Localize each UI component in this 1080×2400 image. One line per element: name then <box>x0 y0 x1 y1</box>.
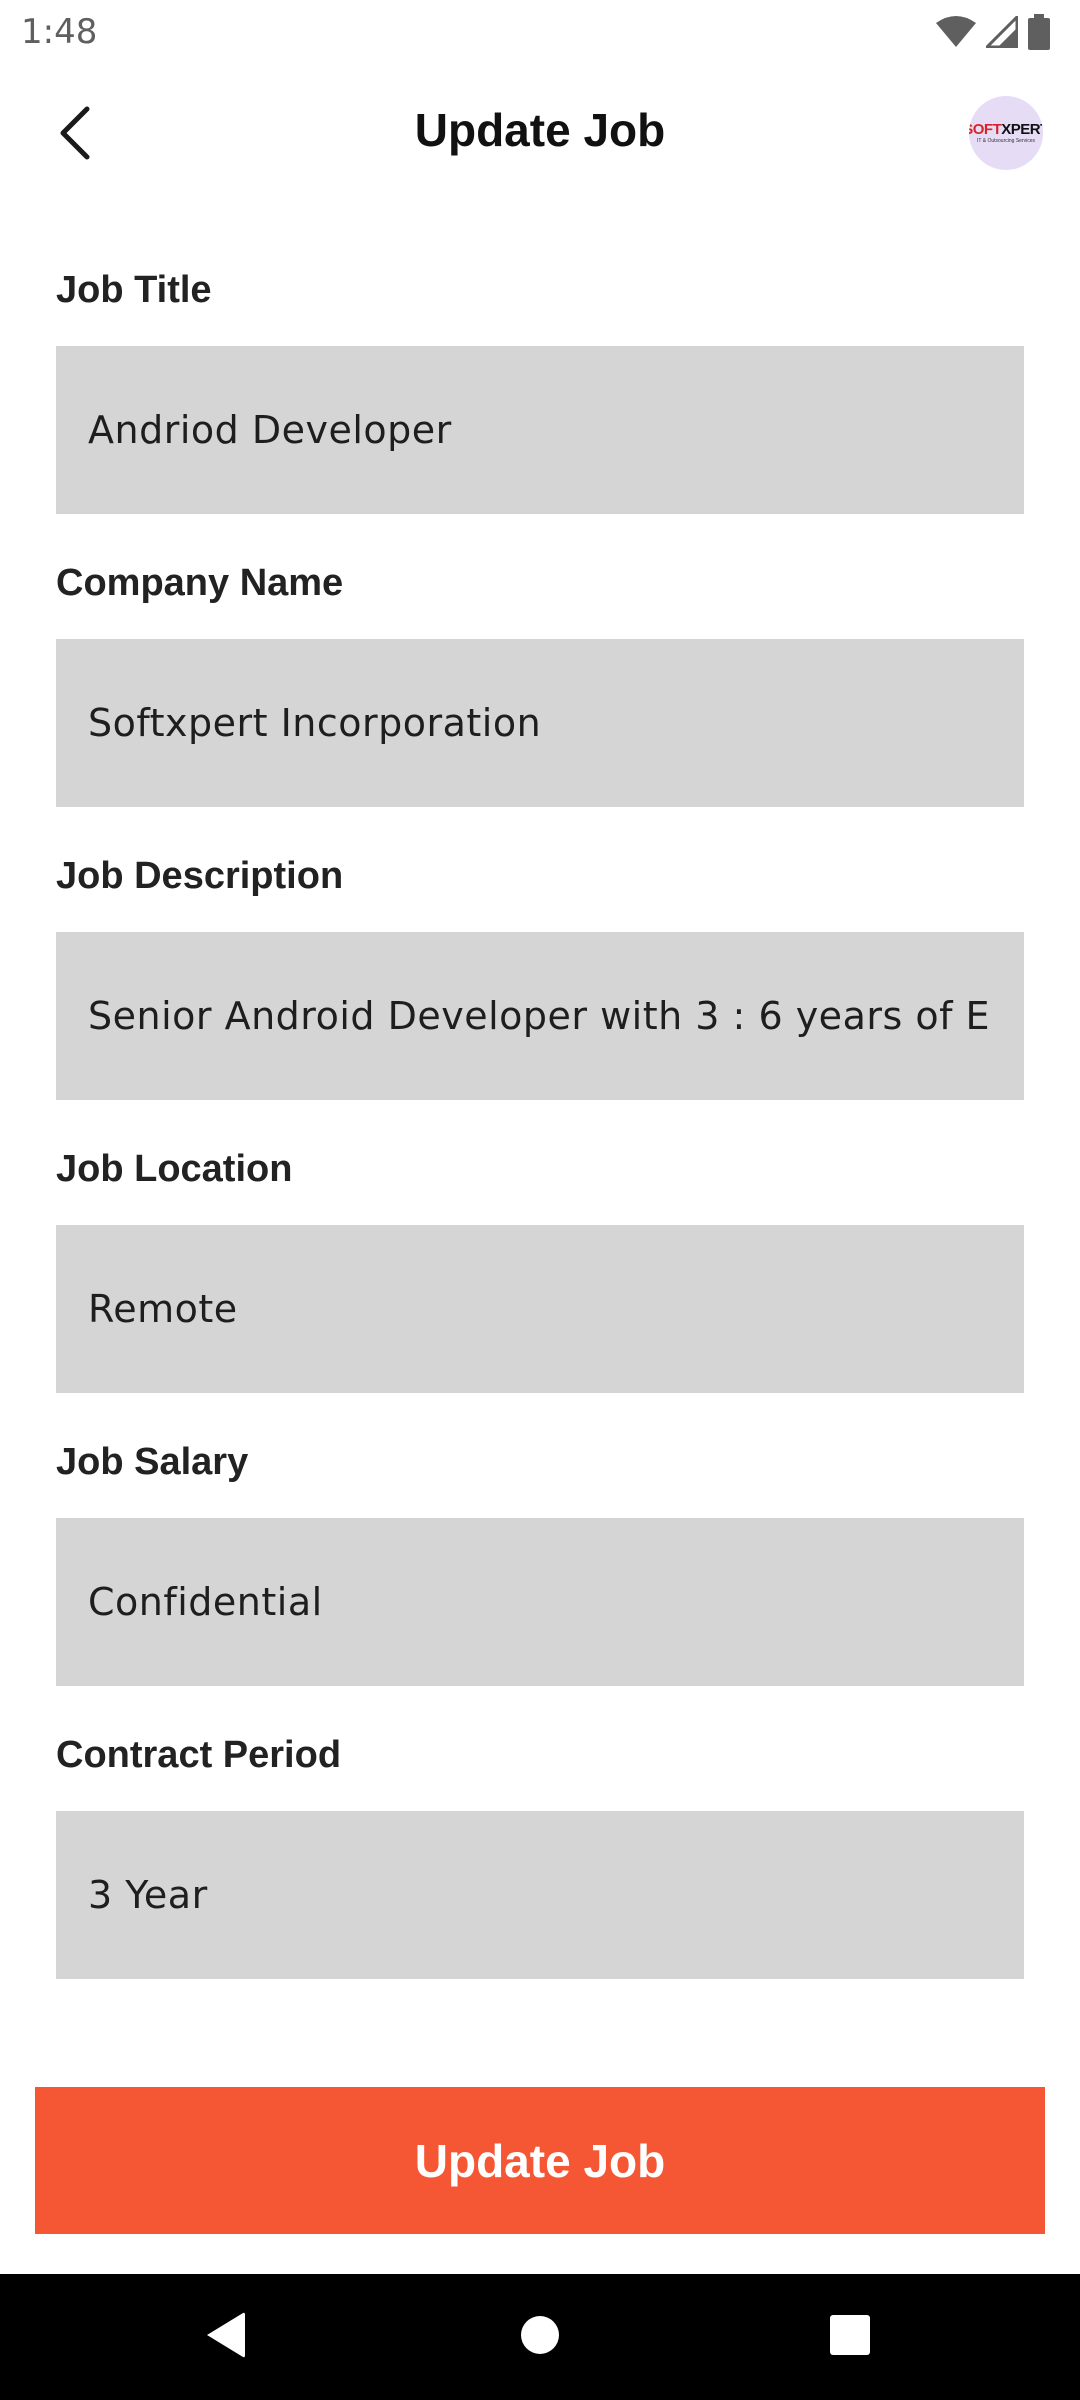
job-salary-input[interactable] <box>56 1518 1024 1686</box>
logo-text: SOFTXPERT <box>969 121 1043 138</box>
nav-back-button[interactable] <box>190 2302 260 2372</box>
status-time: 1:48 <box>21 12 98 52</box>
update-job-button[interactable]: Update Job <box>35 2087 1045 2234</box>
status-bar: 1:48 <box>0 0 1080 64</box>
job-location-field: Job Location <box>56 1141 1024 1393</box>
job-description-input[interactable] <box>56 932 1024 1100</box>
chevron-left-icon <box>55 105 95 166</box>
job-salary-label: Job Salary <box>56 1441 249 1483</box>
contract-period-field: Contract Period <box>56 1727 1024 1979</box>
job-title-input[interactable] <box>56 346 1024 514</box>
company-name-label: Company Name <box>56 562 344 604</box>
job-description-field: Job Description <box>56 848 1024 1100</box>
nav-recents-button[interactable] <box>815 2302 885 2372</box>
recents-square-icon <box>829 2314 871 2361</box>
logo-subtext: IT & Outsourcing Services <box>977 138 1035 144</box>
nav-home-button[interactable] <box>505 2302 575 2372</box>
cellular-signal-icon <box>986 16 1018 48</box>
company-name-input[interactable] <box>56 639 1024 807</box>
job-description-label: Job Description <box>56 855 344 897</box>
app-bar: Update Job SOFTXPERT IT & Outsourcing Se… <box>0 64 1080 204</box>
page-title: Update Job <box>414 104 666 156</box>
contract-period-input[interactable] <box>56 1811 1024 1979</box>
job-title-field: Job Title <box>56 262 1024 514</box>
wifi-icon <box>936 16 976 48</box>
company-name-field: Company Name <box>56 555 1024 807</box>
status-icons <box>936 12 1050 52</box>
update-job-form: Job Title Company Name Job Description J… <box>56 262 1024 2020</box>
back-triangle-icon <box>203 2311 247 2364</box>
contract-period-label: Contract Period <box>56 1734 342 1776</box>
system-nav-bar <box>0 2274 1080 2400</box>
back-button[interactable] <box>40 100 110 170</box>
home-circle-icon <box>519 2314 561 2361</box>
job-location-label: Job Location <box>56 1148 293 1190</box>
job-title-label: Job Title <box>56 269 212 311</box>
company-logo-avatar[interactable]: SOFTXPERT IT & Outsourcing Services <box>969 96 1043 170</box>
job-location-input[interactable] <box>56 1225 1024 1393</box>
battery-icon <box>1028 14 1050 50</box>
job-salary-field: Job Salary <box>56 1434 1024 1686</box>
